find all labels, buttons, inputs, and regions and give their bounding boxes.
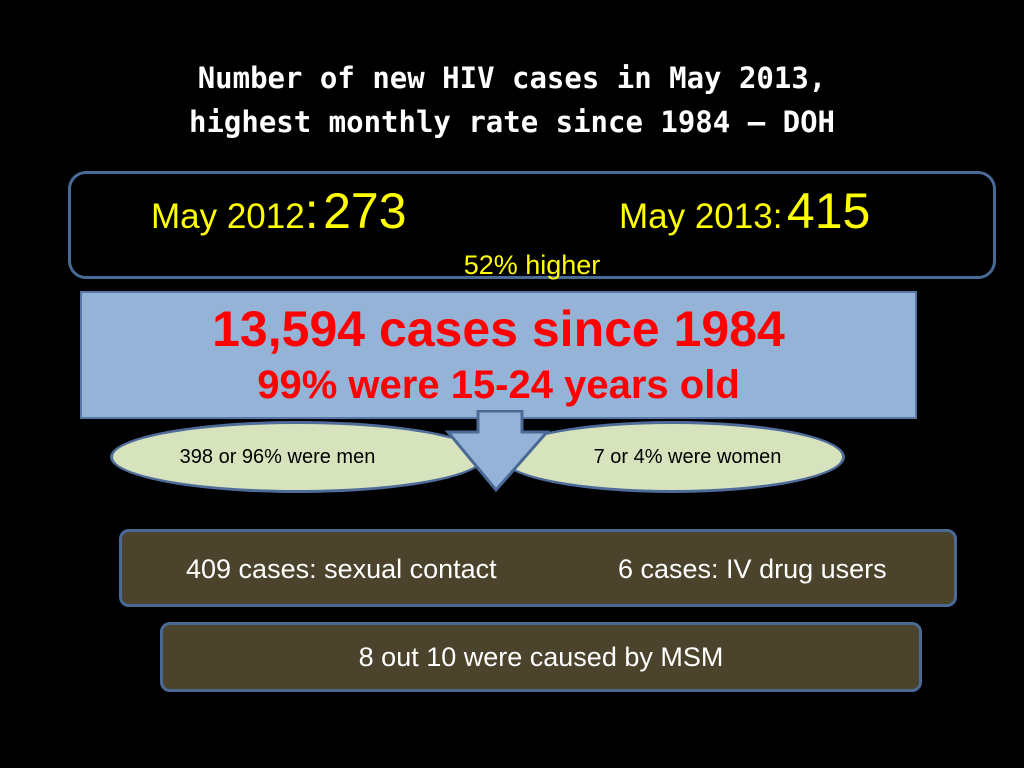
cumulative-cases-box: 13,594 cases since 1984 99% were 15-24 y… xyxy=(80,291,917,419)
increase-text: 52% higher xyxy=(463,250,601,280)
may-2013-label: May 2013: xyxy=(619,197,783,236)
sexual-contact-text: 409 cases: sexual contact xyxy=(186,554,497,584)
may-2012-label: May 2012 xyxy=(151,197,305,236)
men-oval: 398 or 96% were men xyxy=(110,421,485,493)
may-2012-separator: : xyxy=(304,183,319,239)
transmission-box: 409 cases: sexual contact 6 cases: IV dr… xyxy=(119,529,957,607)
slide-title: Number of new HIV cases in May 2013, hig… xyxy=(0,56,1024,144)
may-2012-stat: May 2012: 273 xyxy=(151,182,407,240)
down-arrow-icon xyxy=(444,410,551,493)
men-text: 398 or 96% were men xyxy=(179,445,376,468)
title-line-2: highest monthly rate since 1984 – DOH xyxy=(188,105,835,139)
title-line-1: Number of new HIV cases in May 2013, xyxy=(197,61,827,95)
women-text: 7 or 4% were women xyxy=(593,445,782,468)
women-oval: 7 or 4% were women xyxy=(500,421,845,493)
msm-text: 8 out 10 were caused by MSM xyxy=(358,641,724,672)
comparison-box: May 2012: 273 May 2013: 415 52% higher xyxy=(68,171,996,280)
may-2013-value: 415 xyxy=(786,183,871,239)
age-group-text: 99% were 15-24 years old xyxy=(257,363,740,407)
cumulative-headline: 13,594 cases since 1984 xyxy=(212,301,785,357)
may-2013-stat: May 2013: 415 xyxy=(619,182,870,240)
may-2012-value: 273 xyxy=(323,183,407,239)
msm-box: 8 out 10 were caused by MSM xyxy=(160,622,922,692)
iv-drug-users-text: 6 cases: IV drug users xyxy=(618,554,887,584)
